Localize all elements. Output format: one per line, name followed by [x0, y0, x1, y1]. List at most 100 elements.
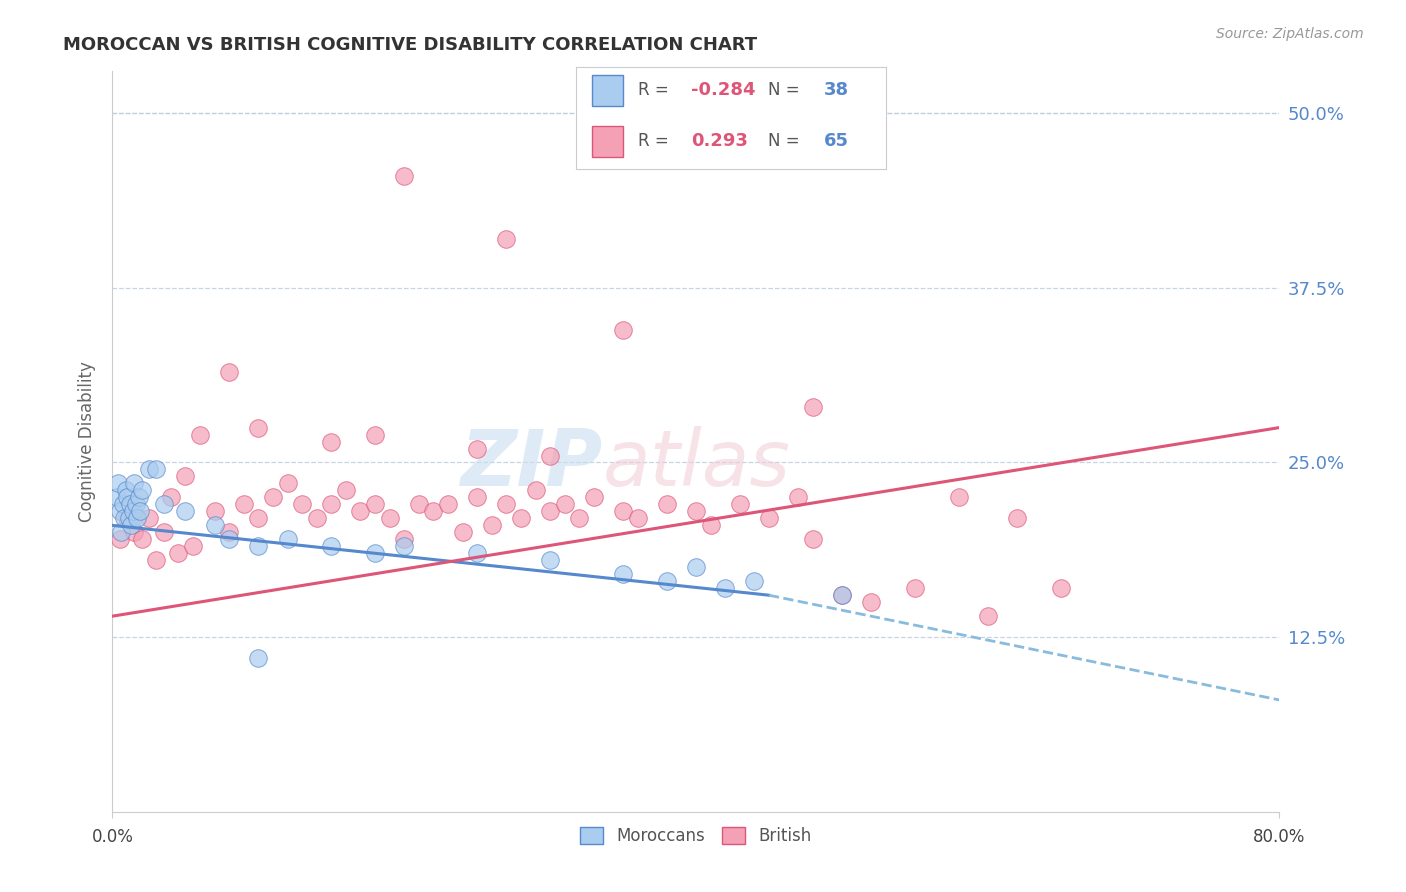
Point [481, 518, 503, 533]
Point [612, 504, 634, 518]
Point [509, 511, 531, 525]
Point [1049, 581, 1071, 595]
Point [105, 491, 128, 505]
Point [612, 567, 634, 582]
Point [394, 533, 416, 547]
Text: R =: R = [638, 132, 679, 150]
Point [127, 511, 149, 525]
Point [831, 588, 853, 602]
Point [335, 483, 357, 498]
Point [204, 504, 226, 518]
Point [728, 497, 751, 511]
Point [110, 525, 132, 540]
Point [232, 497, 254, 511]
Point [247, 511, 270, 525]
Point [948, 491, 970, 505]
Point [108, 504, 131, 518]
Text: Source: ZipAtlas.com: Source: ZipAtlas.com [1216, 27, 1364, 41]
Point [174, 504, 197, 518]
Point [131, 533, 153, 547]
Point [111, 497, 134, 511]
Point [685, 560, 707, 574]
Text: ZIP: ZIP [460, 425, 603, 502]
Point [160, 491, 183, 505]
Point [364, 427, 387, 442]
Text: R =: R = [638, 81, 675, 99]
Point [291, 497, 314, 511]
Point [218, 533, 240, 547]
FancyBboxPatch shape [592, 127, 623, 157]
Point [787, 491, 810, 505]
Point [801, 400, 824, 414]
Point [112, 511, 135, 525]
Point [699, 518, 721, 533]
Point [204, 518, 226, 533]
Point [128, 491, 150, 505]
Point [188, 427, 211, 442]
Point [394, 539, 416, 553]
Point [218, 365, 240, 379]
Point [115, 491, 138, 505]
Point [582, 491, 605, 505]
Text: MOROCCAN VS BRITISH COGNITIVE DISABILITY CORRELATION CHART: MOROCCAN VS BRITISH COGNITIVE DISABILITY… [63, 36, 758, 54]
Point [115, 511, 138, 525]
Point [181, 539, 204, 553]
Point [122, 504, 145, 518]
Point [218, 525, 240, 540]
Point [152, 497, 174, 511]
Point [554, 497, 576, 511]
Point [145, 462, 167, 476]
Y-axis label: Cognitive Disability: Cognitive Disability [77, 361, 96, 522]
Point [305, 511, 328, 525]
Point [495, 497, 517, 511]
Point [408, 497, 430, 511]
Point [744, 574, 766, 589]
Point [451, 525, 474, 540]
Text: 0.293: 0.293 [690, 132, 748, 150]
Point [524, 483, 547, 498]
Point [465, 491, 488, 505]
Text: atlas: atlas [603, 425, 790, 502]
Text: N =: N = [768, 132, 806, 150]
Text: 65: 65 [824, 132, 849, 150]
Point [685, 504, 707, 518]
Point [167, 546, 190, 560]
Text: -0.284: -0.284 [690, 81, 755, 99]
Point [465, 442, 488, 456]
Point [262, 491, 284, 505]
Point [124, 476, 146, 491]
Point [108, 533, 131, 547]
Point [118, 497, 141, 511]
Point [124, 525, 146, 540]
Point [138, 511, 160, 525]
Point [125, 497, 148, 511]
FancyBboxPatch shape [592, 75, 623, 106]
Point [321, 539, 343, 553]
Point [465, 546, 488, 560]
Text: 38: 38 [824, 81, 849, 99]
Point [114, 483, 136, 498]
Point [349, 504, 371, 518]
Point [976, 609, 998, 624]
Point [131, 483, 153, 498]
Point [174, 469, 197, 483]
Point [655, 574, 678, 589]
Point [138, 462, 160, 476]
Point [129, 504, 152, 518]
Point [538, 504, 561, 518]
Point [627, 511, 650, 525]
Point [831, 588, 853, 602]
Point [758, 511, 780, 525]
Legend: Moroccans, British: Moroccans, British [569, 817, 823, 855]
Point [538, 449, 561, 463]
Point [321, 497, 343, 511]
Point [321, 434, 343, 449]
Point [495, 232, 517, 246]
Point [394, 169, 416, 183]
Point [117, 511, 139, 525]
Point [801, 533, 824, 547]
Point [247, 420, 270, 434]
Point [277, 476, 299, 491]
Point [145, 553, 167, 567]
Point [277, 533, 299, 547]
